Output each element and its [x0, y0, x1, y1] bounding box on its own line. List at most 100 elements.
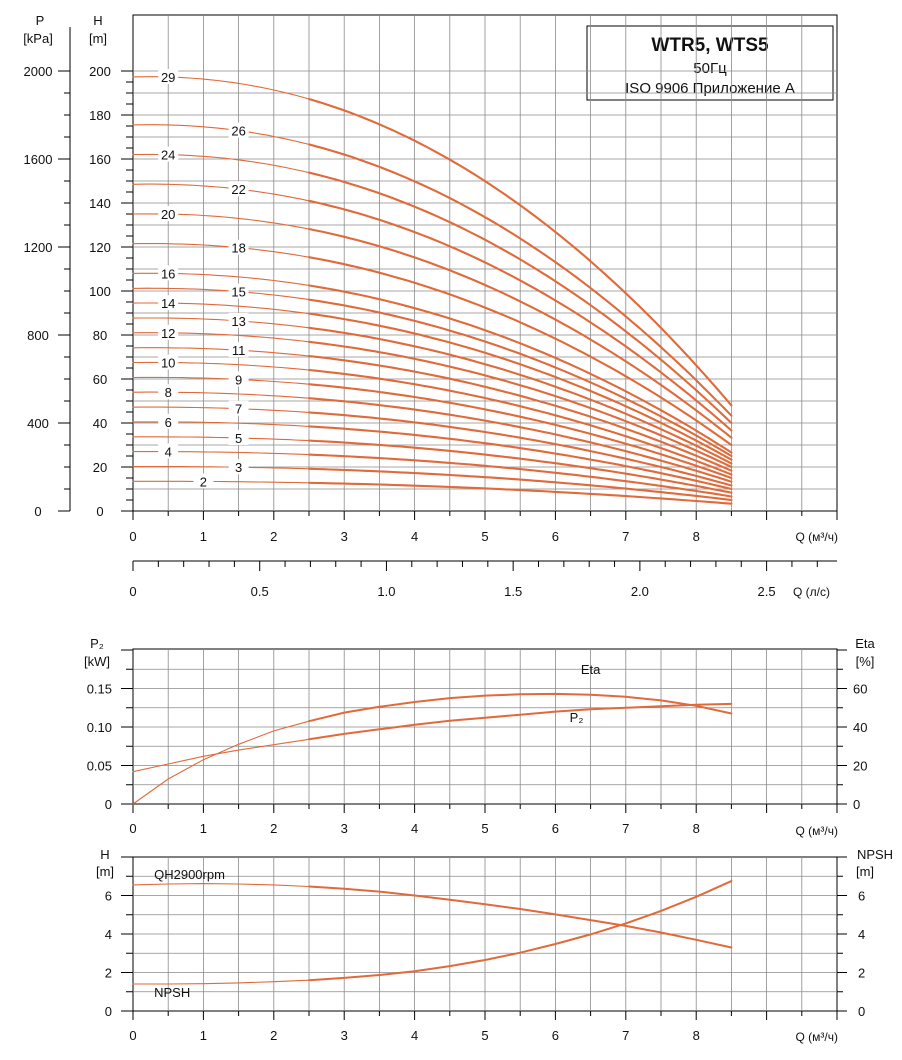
small-head-tick-label: 6 — [105, 889, 112, 904]
series-eta-line — [308, 692, 733, 723]
stage-label-bg — [228, 371, 249, 387]
series-npsh-thin — [132, 979, 310, 985]
pump-curve — [307, 326, 733, 465]
small-head-tick-label: 2 — [105, 966, 112, 981]
stage-label-12: 12 — [161, 326, 175, 341]
small-head-tick-label: 4 — [105, 927, 112, 942]
pump-curve — [307, 368, 733, 476]
bottom-x-tick-label: 4 — [411, 1028, 418, 1043]
power-axis-unit: [kW] — [84, 654, 110, 669]
stage-label-15: 15 — [231, 285, 245, 300]
head-tick-label: 140 — [89, 196, 111, 211]
pump-curve-thin — [132, 376, 310, 385]
chart-dynamic-layer: 0400800120016002000020406080100120140160… — [24, 14, 867, 1043]
stage-label-bg — [228, 181, 249, 197]
pump-curve — [307, 354, 733, 472]
pump-curve — [307, 340, 733, 469]
pump-curve — [307, 97, 733, 407]
stage-label-2: 2 — [200, 474, 207, 489]
stage-label-bg — [158, 206, 179, 222]
x-axis-label-m3h-middle: Q (м³/ч) — [796, 824, 839, 838]
efficiency-tick-label: 20 — [853, 759, 867, 774]
pressure-tick-label: 1200 — [24, 240, 53, 255]
stage-label-8: 8 — [165, 385, 172, 400]
pressure-tick-label: 400 — [27, 416, 49, 431]
bottom-x-tick-label: 0 — [129, 1028, 136, 1043]
middle-x-tick-label: 8 — [693, 821, 700, 836]
stage-label-bg — [228, 122, 249, 138]
series-npsh-line — [308, 880, 733, 982]
stage-label-bg — [228, 429, 249, 445]
stage-label-5: 5 — [235, 431, 242, 446]
series-eta-thin — [132, 720, 310, 805]
head-tick-label: 80 — [93, 328, 107, 343]
bottom-x-tick-label: 7 — [622, 1028, 629, 1043]
ls-tick-label: 1.0 — [377, 584, 395, 599]
top-x-tick-label: 0 — [129, 529, 136, 544]
stage-label-bg — [193, 473, 214, 489]
small-head-tick-label: 0 — [105, 1004, 112, 1019]
pump-curve — [307, 312, 733, 461]
stage-label-bg — [158, 68, 179, 84]
head-tick-label: 40 — [93, 416, 107, 431]
series-p2-line — [308, 702, 733, 741]
eta-series-label: Eta — [581, 662, 601, 677]
ls-tick-label: 0.5 — [251, 584, 269, 599]
pump-curve-thin — [132, 347, 310, 357]
series-p2-thin — [132, 738, 310, 773]
bottom-x-tick-label: 1 — [200, 1028, 207, 1043]
head-tick-label: 0 — [96, 504, 103, 519]
pump-curve-thin — [132, 465, 310, 470]
stage-label-bg — [158, 384, 179, 400]
head-tick-label: 100 — [89, 284, 111, 299]
stage-label-22: 22 — [231, 182, 245, 197]
bottom-x-tick-label: 5 — [481, 1028, 488, 1043]
efficiency-tick-label: 0 — [853, 797, 860, 812]
npsh-tick-label: 6 — [858, 889, 865, 904]
bottom-x-tick-label: 6 — [552, 1028, 559, 1043]
top-x-tick-label: 8 — [693, 529, 700, 544]
bottom-x-tick-label: 2 — [270, 1028, 277, 1043]
power-tick-label: 0 — [105, 797, 112, 812]
chart-subtitle-standard: ISO 9906 Приложение А — [625, 80, 795, 97]
npsh-series-label: NPSH — [154, 985, 190, 1000]
npsh-tick-label: 2 — [858, 966, 865, 981]
pump-curve — [307, 199, 733, 432]
stage-label-9: 9 — [235, 372, 242, 387]
stage-label-bg — [228, 283, 249, 299]
small-head-axis-unit: [m] — [96, 864, 114, 879]
bottom-x-tick-label: 3 — [341, 1028, 348, 1043]
top-x-tick-label: 6 — [552, 529, 559, 544]
head-axis-title: H — [93, 13, 102, 28]
top-x-tick-label: 2 — [270, 529, 277, 544]
stage-label-7: 7 — [235, 402, 242, 417]
stage-label-18: 18 — [231, 241, 245, 256]
head-axis-unit: [m] — [89, 31, 107, 46]
pump-curve — [307, 143, 733, 417]
stage-label-20: 20 — [161, 207, 175, 222]
qh-series-label: QH2900rpm — [154, 867, 225, 882]
middle-x-tick-label: 2 — [270, 821, 277, 836]
ls-tick-label: 0 — [129, 584, 136, 599]
stage-label-bg — [228, 459, 249, 475]
head-tick-label: 200 — [89, 64, 111, 79]
middle-x-tick-label: 4 — [411, 821, 418, 836]
power-tick-label: 0.15 — [87, 682, 112, 697]
head-tick-label: 160 — [89, 152, 111, 167]
stage-label-bg — [228, 312, 249, 328]
bottom-x-tick-label: 8 — [693, 1028, 700, 1043]
middle-x-tick-label: 6 — [552, 821, 559, 836]
power-tick-label: 0.10 — [87, 720, 112, 735]
ls-tick-label: 2.0 — [631, 584, 649, 599]
top-x-tick-label: 1 — [200, 529, 207, 544]
pump-curve-thin — [132, 406, 310, 413]
npsh-axis-title: NPSH — [857, 847, 893, 862]
efficiency-tick-label: 60 — [853, 682, 867, 697]
stage-label-bg — [158, 146, 179, 162]
stage-label-13: 13 — [231, 314, 245, 329]
middle-x-tick-label: 3 — [341, 821, 348, 836]
stage-label-24: 24 — [161, 148, 175, 163]
stage-label-6: 6 — [165, 415, 172, 430]
